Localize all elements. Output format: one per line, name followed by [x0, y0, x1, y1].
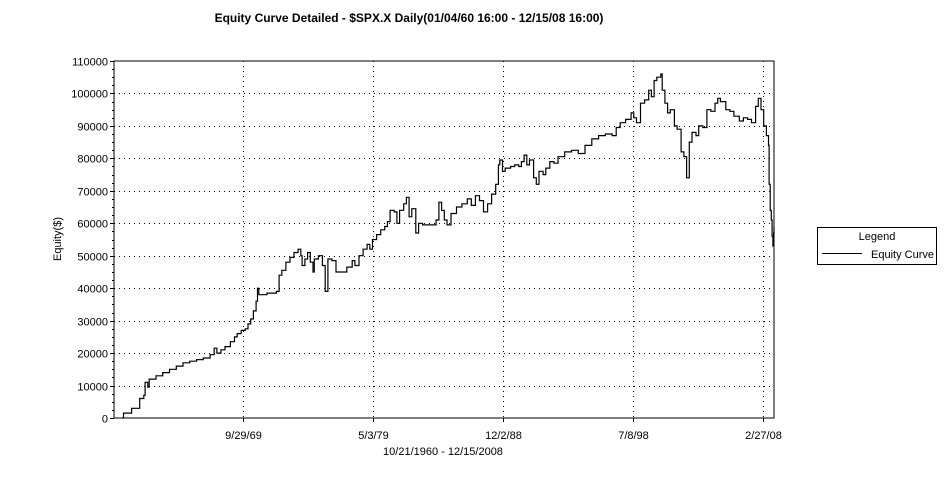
x-tick-label: 7/8/98	[618, 430, 649, 442]
y-tick-label: 0	[102, 414, 108, 426]
y-tick-label: 80000	[77, 154, 108, 166]
chart-ticks: 0 10000 20000 30000 40000 50000 60000 70000 8000…	[71, 57, 782, 443]
legend-box: Legend Equity Curve	[817, 227, 937, 265]
y-tick-label: 70000	[77, 187, 108, 199]
y-tick-label: 30000	[77, 317, 108, 329]
chart-gridlines	[114, 61, 774, 418]
series-line-equity-curve	[122, 73, 775, 419]
x-tick-label: 9/29/69	[225, 430, 262, 442]
x-tick-label: 2/27/08	[745, 430, 782, 442]
chart-series-layer	[122, 73, 775, 419]
legend-line-swatch	[822, 253, 862, 254]
y-tick-label: 40000	[77, 284, 108, 296]
y-tick-label: 50000	[77, 252, 108, 264]
chart-title: Equity Curve Detailed - $SPX.X Daily(01/…	[214, 11, 604, 25]
legend-title: Legend	[858, 231, 896, 243]
x-tick-label: 5/3/79	[358, 430, 389, 442]
x-axis-label: 10/21/1960 - 12/15/2008	[383, 446, 503, 458]
plot-area-frame	[113, 60, 775, 419]
legend-entry-equity-curve: Equity Curve	[871, 249, 934, 261]
x-tick-label: 12/2/88	[485, 430, 522, 442]
y-tick-label: 100000	[71, 89, 108, 101]
y-axis-label: Equity($)	[52, 216, 64, 262]
y-tick-label: 60000	[77, 219, 108, 231]
y-tick-label: 110000	[72, 57, 108, 69]
y-tick-label: 90000	[77, 122, 108, 134]
y-tick-label: 20000	[77, 349, 108, 361]
y-tick-label: 10000	[77, 382, 108, 394]
